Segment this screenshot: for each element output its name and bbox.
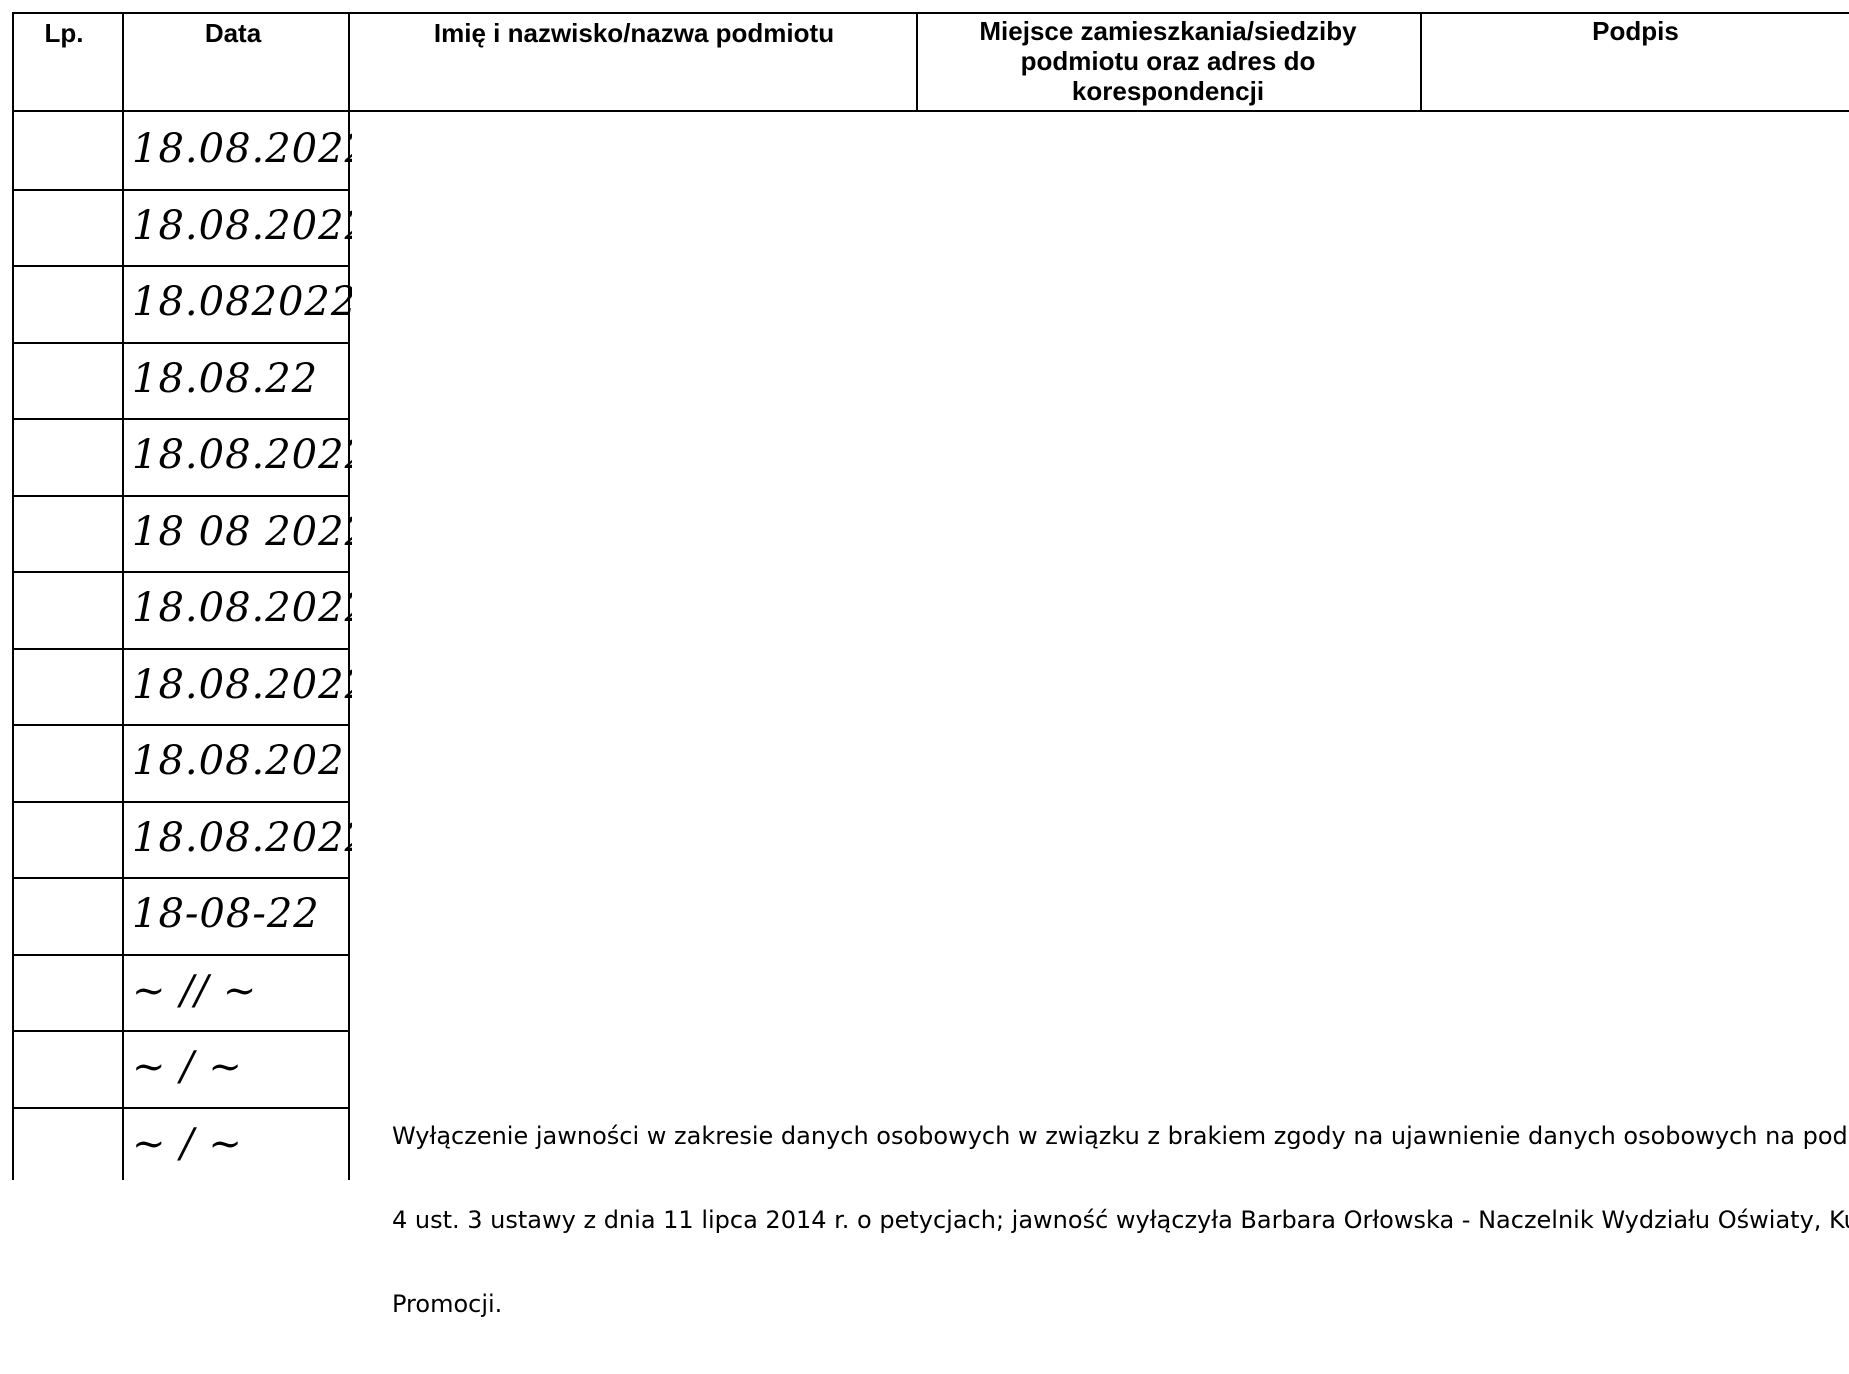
redacted-personal-data-area [352, 112, 1849, 1180]
row-separator [12, 265, 350, 267]
row-separator [12, 1030, 350, 1032]
redaction-notice-line2: 4 ust. 3 ustawy z dnia 11 lipca 2014 r. … [392, 1206, 1849, 1234]
header-address: Miejsce zamieszkania/siedziby podmiotu o… [918, 16, 1418, 106]
header-name: Imię i nazwisko/nazwa podmiotu [433, 18, 835, 48]
row-separator [12, 954, 350, 956]
header-address-line1: Miejsce zamieszkania/siedziby [979, 16, 1357, 46]
date-cell: 18.08.2022 [132, 661, 372, 708]
date-cell: ~ / ~ [132, 1044, 243, 1090]
date-cell: 18-08-22 [132, 891, 320, 937]
column-divider-date-name [348, 12, 350, 1180]
redaction-notice-line3: Promocji. [392, 1290, 503, 1318]
header-address-line2: podmiotu oraz adres do [1020, 46, 1316, 76]
date-cell: 18.08.2022 [132, 202, 372, 249]
header-date: Data [204, 18, 262, 48]
column-divider-address-signature [1420, 12, 1422, 112]
column-divider-name-address [916, 12, 918, 112]
date-cell: 18.082022 [132, 279, 358, 325]
date-cell: ~ // ~ [132, 967, 258, 1014]
table-top-border [12, 12, 1849, 14]
row-separator [12, 724, 350, 726]
date-cell: ~ / ~ [132, 1120, 243, 1167]
row-separator [12, 801, 350, 803]
row-separator [12, 571, 350, 573]
date-cell: 18.08.2022 [132, 814, 372, 861]
row-separator [12, 342, 350, 344]
date-cell: 18.08.2022 [132, 432, 372, 478]
row-separator [12, 189, 350, 191]
column-divider-left-edge [12, 12, 14, 1180]
header-signature: Podpis [1592, 16, 1679, 46]
date-cell: 18.08.2022 [132, 126, 372, 172]
header-lp: Lp. [44, 18, 84, 48]
row-separator [12, 418, 350, 420]
header-address-line3: korespondencji [1071, 76, 1265, 106]
date-cell: 18.08.202 [132, 738, 345, 784]
row-separator [12, 877, 350, 879]
row-separator [12, 495, 350, 497]
date-cell: 18.08.22 [132, 355, 319, 402]
row-separator [12, 1107, 350, 1109]
date-cell: 18.08.2022 [132, 585, 372, 631]
column-divider-lp-date [122, 12, 124, 1180]
date-cell: 18 08 2022 [132, 508, 372, 555]
redaction-notice: Wyłączenie jawności w zakresie danych os… [392, 1066, 1849, 1374]
header-bottom-border [12, 110, 1849, 112]
redaction-notice-line1: Wyłączenie jawności w zakresie danych os… [392, 1122, 1849, 1150]
row-separator [12, 648, 350, 650]
